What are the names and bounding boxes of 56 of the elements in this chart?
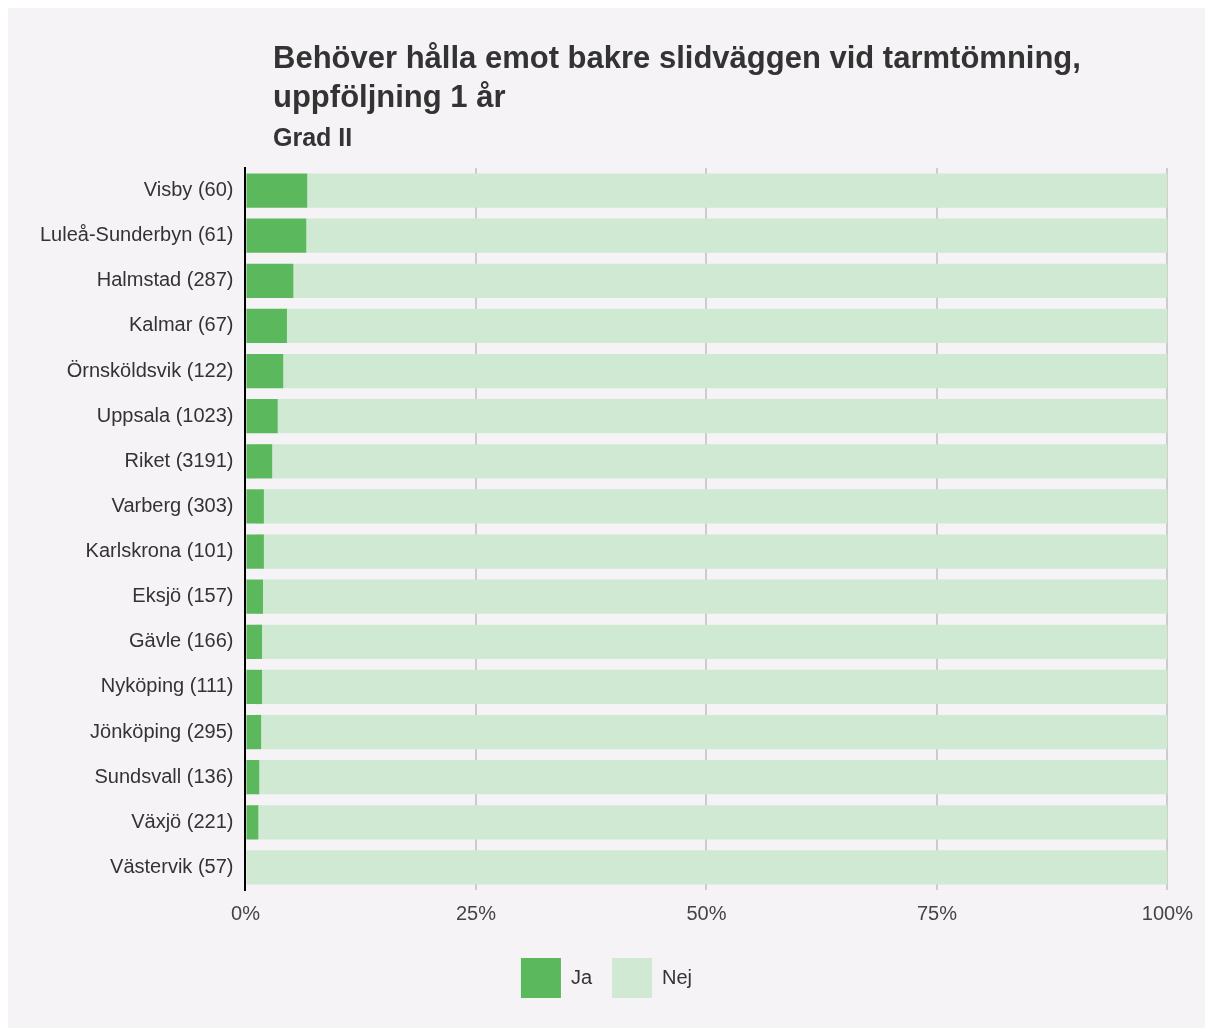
bar (246, 218, 307, 253)
y-tick-label: Eksjö (157) (132, 584, 234, 607)
bar (246, 534, 264, 569)
y-tick-label: Visby (60) (143, 178, 234, 201)
y-tick-label: Västervik (57) (110, 854, 234, 877)
bar (246, 850, 1168, 885)
bar (258, 805, 1168, 840)
bar (246, 173, 308, 208)
bar (277, 399, 1168, 434)
bar (286, 308, 1168, 344)
x-tick-label: 50% (686, 901, 727, 924)
bar (246, 263, 294, 298)
x-tick-label: 25% (455, 901, 497, 924)
bar (307, 173, 1168, 208)
bar (246, 399, 278, 434)
y-tick-label: Uppsala (1023) (96, 403, 234, 426)
bar (261, 714, 1168, 750)
bar (283, 353, 1168, 389)
y-tick-label: Jönköping (295) (90, 719, 234, 742)
bar (246, 624, 263, 659)
y-tick-label: Halmstad (287) (96, 268, 234, 291)
bar (246, 714, 262, 750)
bar (263, 534, 1168, 569)
bar (246, 353, 284, 389)
legend-label: Ja (570, 965, 593, 988)
x-tick-label: 75% (916, 901, 958, 924)
legend-label: Nej (662, 965, 693, 988)
bar (246, 805, 259, 840)
y-tick-label: Gävle (166) (128, 629, 234, 652)
y-tick-label: Kalmar (67) (128, 313, 234, 336)
chart-subtitle: Grad II (273, 123, 353, 152)
bar (246, 489, 264, 524)
x-tick-label: 100% (1141, 901, 1194, 924)
bar (262, 624, 1168, 659)
y-tick-label: Varberg (303) (111, 493, 234, 516)
bar (272, 444, 1168, 479)
bar (306, 218, 1168, 253)
x-tick-label: 0% (231, 901, 261, 924)
y-tick-label: Riket (3191) (124, 448, 234, 471)
bar (246, 760, 260, 795)
bar (246, 444, 273, 479)
y-tick-label: Örnsköldsvik (122) (66, 358, 234, 381)
y-tick-label: Nyköping (111) (100, 674, 234, 697)
bar (262, 579, 1168, 614)
bar (246, 308, 287, 344)
y-tick-label: Växjö (221) (131, 809, 234, 832)
bar (259, 760, 1168, 795)
y-tick-label: Luleå-Sunderbyn (61) (39, 223, 234, 246)
bar (246, 579, 263, 614)
y-tick-label: Karlskrona (101) (85, 539, 234, 562)
bar (262, 669, 1168, 705)
chart-title: Behöver hålla emot bakre slidväggen vid tarmtömning, uppföljning 1 år (273, 39, 1082, 116)
bar (246, 669, 263, 705)
bar (293, 263, 1168, 298)
y-tick-label: Sundsvall (136) (94, 764, 234, 787)
bar (263, 489, 1168, 524)
